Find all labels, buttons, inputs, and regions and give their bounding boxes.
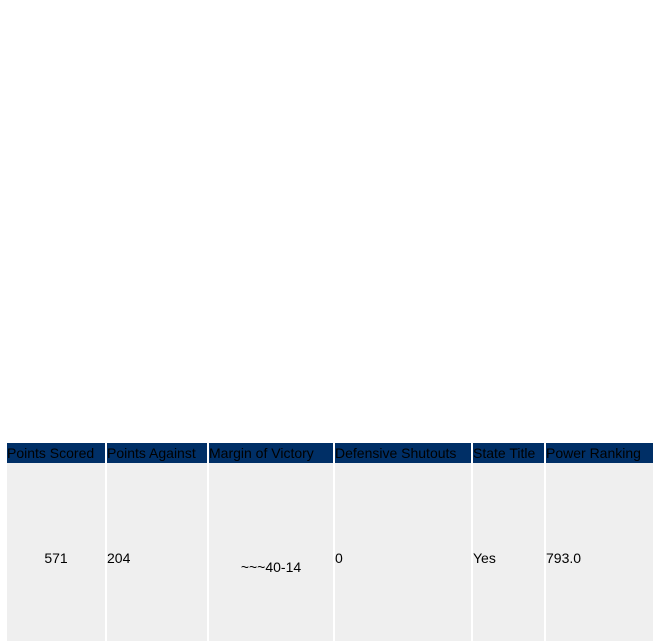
cell-points-scored: 571 bbox=[7, 463, 105, 641]
header-margin-of-victory: Margin of Victory bbox=[209, 443, 333, 463]
cell-margin-of-victory: ~~~40-14 bbox=[209, 463, 333, 641]
cell-points-against: 204 bbox=[107, 463, 207, 641]
header-state-title: State Title bbox=[473, 443, 544, 463]
cell-defensive-shutouts: 0 bbox=[335, 463, 471, 641]
header-points-scored: Points Scored bbox=[7, 443, 105, 463]
cell-power-ranking: 793.0 bbox=[546, 463, 653, 641]
table-body: 571 204 ~~~40-14 0 Yes 793.0 bbox=[7, 463, 653, 641]
table-header: Points Scored Points Against Margin of V… bbox=[7, 443, 653, 463]
table-row: 571 204 ~~~40-14 0 Yes 793.0 bbox=[7, 463, 653, 641]
cell-state-title: Yes bbox=[473, 463, 544, 641]
header-row: Points Scored Points Against Margin of V… bbox=[7, 443, 653, 463]
header-points-against: Points Against bbox=[107, 443, 207, 463]
header-power-ranking: Power Ranking bbox=[546, 443, 653, 463]
team-stats-table: Points Scored Points Against Margin of V… bbox=[5, 443, 655, 641]
header-defensive-shutouts: Defensive Shutouts bbox=[335, 443, 471, 463]
